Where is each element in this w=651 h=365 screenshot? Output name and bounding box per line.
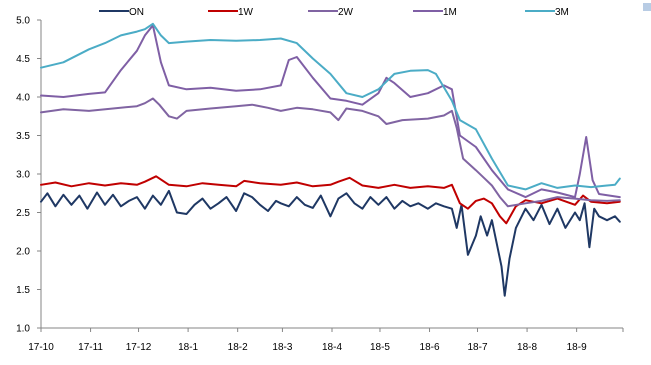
series-line-1m: [40, 24, 621, 199]
legend-label-on: ON: [129, 7, 144, 18]
legend-label-3m: 3M: [555, 7, 569, 18]
x-tick-label: 17-10: [28, 342, 54, 353]
y-tick-label: 1.5: [16, 285, 30, 296]
scroll-handle: [643, 3, 651, 11]
x-tick-label: 17-12: [126, 342, 152, 353]
x-tick-label: 18-7: [467, 342, 487, 353]
legend-label-2w: 2W: [338, 7, 354, 18]
x-tick-label: 18-2: [228, 342, 248, 353]
y-tick-label: 2.5: [16, 208, 30, 219]
x-tick-label: 18-6: [420, 342, 440, 353]
y-tick-label: 2.0: [16, 247, 30, 258]
x-tick-label: 17-11: [78, 342, 103, 353]
y-tick-label: 1.0: [16, 324, 30, 335]
x-tick-label: 18-8: [517, 342, 537, 353]
series-line-on: [40, 189, 621, 297]
series-line-1w: [40, 175, 621, 225]
x-tick-label: 18-1: [178, 342, 198, 353]
x-tick-label: 18-4: [322, 342, 342, 353]
series-line-3m: [40, 22, 621, 191]
x-tick-label: 18-3: [272, 342, 292, 353]
x-tick-label: 18-5: [370, 342, 390, 353]
y-tick-label: 5.0: [16, 16, 30, 27]
y-tick-label: 4.5: [16, 54, 30, 65]
x-tick-label: 18-9: [567, 342, 587, 353]
y-tick-label: 3.5: [16, 131, 30, 142]
legend-label-1m: 1M: [443, 7, 457, 18]
series-line-2w: [40, 97, 621, 208]
y-tick-label: 4.0: [16, 93, 30, 104]
y-tick-label: 3.0: [16, 170, 30, 181]
legend-label-1w: 1W: [238, 7, 254, 18]
